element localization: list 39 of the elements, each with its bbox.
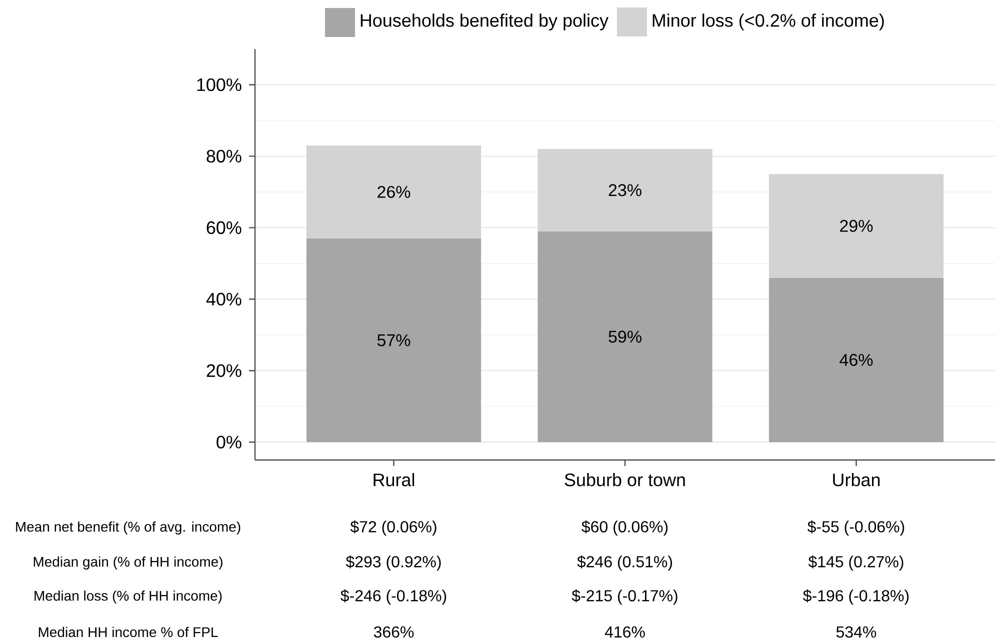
x-tick-label: Suburb or town — [564, 472, 685, 486]
text: Median HH income % of FPL — [38, 626, 218, 637]
text: $293 (0.92%) — [346, 555, 441, 570]
data-label: 26% — [378, 186, 410, 198]
bar — [538, 231, 712, 442]
y-tick-label: 40% — [206, 292, 242, 306]
text: $-246 (-0.18%) — [340, 589, 446, 604]
bar — [538, 148, 712, 232]
text: $-55 (-0.06%) — [807, 520, 904, 536]
x-tick-label: Rural — [374, 472, 414, 486]
text: 416% — [604, 626, 645, 638]
data-label: 57% — [377, 334, 410, 346]
text: $246 (0.51%) — [577, 555, 672, 570]
y-tick-label: 80% — [206, 150, 242, 162]
y-tick-label: 0% — [216, 436, 242, 448]
data-label: 23% — [608, 184, 642, 196]
bar — [306, 145, 482, 238]
data-label: 59% — [608, 330, 642, 343]
bar — [306, 238, 482, 442]
text: $-215 (-0.17%) — [572, 589, 678, 604]
text: 366% — [374, 626, 414, 638]
text: Median gain (% of HH income) — [34, 556, 222, 570]
text: 534% — [836, 626, 876, 638]
data-label: 29% — [840, 220, 873, 232]
text: Mean net benefit (% of avg. income) — [16, 521, 240, 534]
data-label: 46% — [840, 354, 873, 366]
text: $60 (0.06%) — [582, 520, 668, 536]
text: Median loss (% of HH income) — [34, 590, 222, 604]
bar — [768, 174, 944, 278]
text: $72 (0.06%) — [350, 520, 436, 536]
y-tick-label: 60% — [206, 221, 242, 234]
legend-label: Minor loss (<0.2% of income) — [652, 13, 884, 30]
y-tick-label: 100% — [197, 78, 242, 91]
x-tick-label: Urban — [833, 472, 880, 486]
text: $-196 (-0.18%) — [803, 589, 909, 604]
bar — [768, 278, 944, 442]
text: $145 (0.27%) — [808, 555, 904, 570]
legend-label: Households benefited by policy — [360, 13, 608, 30]
y-tick-label: 20% — [206, 364, 242, 377]
